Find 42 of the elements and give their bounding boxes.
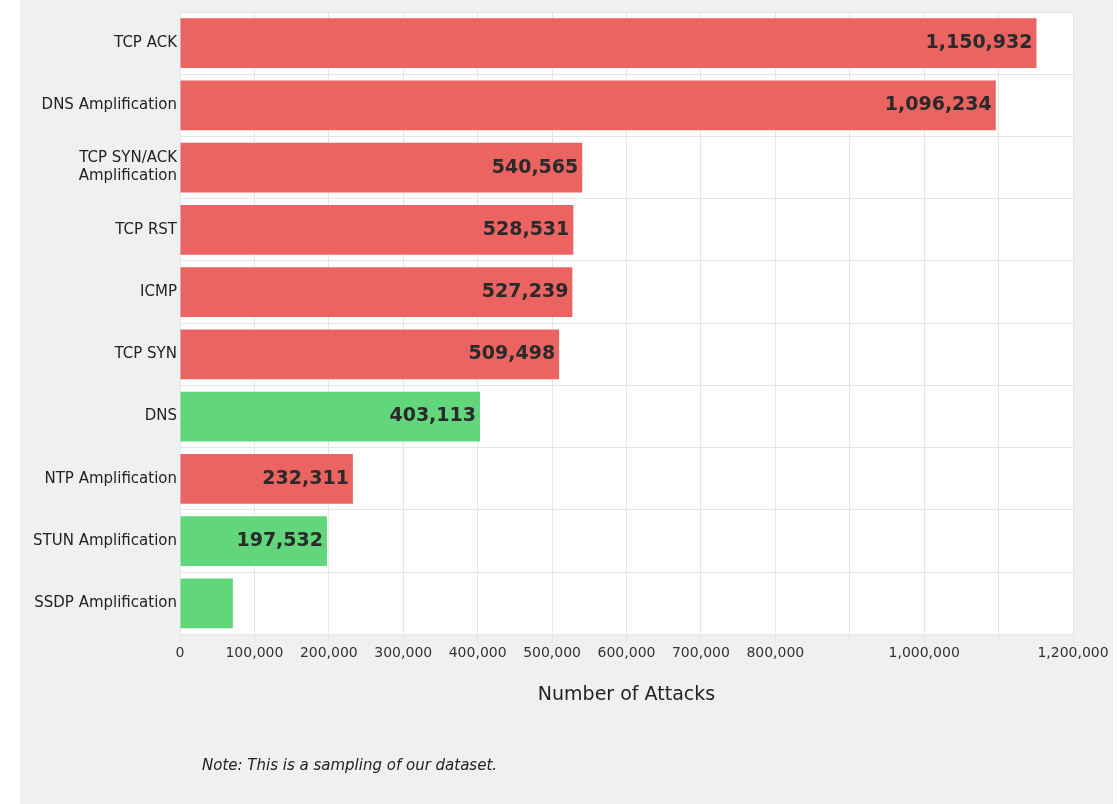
x-tick-label: 100,000 [225,644,284,661]
data-label: 197,532 [236,527,323,550]
x-tick-label: 300,000 [374,644,433,661]
x-tick-label: 400,000 [448,644,507,661]
x-axis-title: Number of Attacks [537,681,716,704]
data-label: 1,150,932 [925,30,1033,53]
x-tick-label: 200,000 [299,644,358,661]
bar [180,267,573,317]
x-tick-label: 1,200,000 [1037,644,1109,661]
data-label: 527,239 [481,279,569,302]
data-label: 232,311 [262,465,349,488]
bar [180,18,1037,69]
data-label: 1,096,234 [884,92,992,115]
bar [180,578,233,629]
y-tick-label: STUN Amplification [32,530,177,549]
data-label: 509,498 [468,341,556,364]
bar [180,204,574,255]
y-tick-label: DNS Amplification [41,95,177,114]
data-label: 528,531 [482,216,570,239]
y-tick-label: SSDP Amplification [34,593,177,612]
x-tick-label: 600,000 [597,644,656,661]
y-tick-label: TCP RST [114,219,178,238]
data-label: 540,565 [491,154,579,177]
y-tick-label: DNS [144,406,177,425]
y-tick-label: TCP SYN/ACK Amplification [78,148,179,185]
x-tick-label: 800,000 [746,644,805,661]
data-label: 403,113 [389,403,476,426]
text: Note: This is a sampling of our dataset. [202,756,498,774]
x-tick-label: 700,000 [671,644,730,661]
y-tick-label: TCP SYN [113,344,177,363]
bar [180,329,560,380]
bar [180,453,353,504]
bar [180,80,996,131]
bar [180,142,583,193]
x-tick-label: 0 [175,644,185,661]
bar [180,516,327,566]
y-tick-label: NTP Amplification [44,468,177,487]
bar [180,391,480,442]
y-tick-label: TCP ACK [113,33,179,52]
x-tick-label: 500,000 [523,644,582,661]
x-tick-label: 1,000,000 [888,644,960,661]
y-tick-label: ICMP [140,281,177,300]
